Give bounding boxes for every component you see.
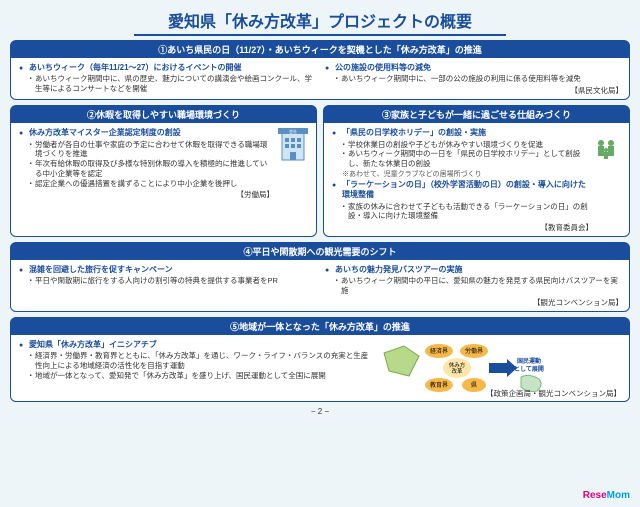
- box4-rh: あいちの魅力発見バスツアーの実施: [325, 265, 623, 275]
- box-5-header: ⑤地域が一体となった「休み方改革」の推進: [11, 318, 629, 335]
- svg-text:改革: 改革: [451, 367, 463, 375]
- svg-text:教育界: 教育界: [430, 381, 448, 389]
- box-2-header: ②休暇を取得しやすい職場環境づくり: [11, 106, 316, 123]
- box3-d3: 家族の休みに合わせて子どもも活動できる「ラーケーションの日」の創設・導入に向けた…: [340, 202, 593, 222]
- box2-head: 休み方改革マイスター企業認定制度の創設: [19, 128, 274, 138]
- svg-text:国民運動: 国民運動: [517, 357, 541, 365]
- box4-tag: 【観光コンベンション局】: [323, 297, 623, 308]
- svg-text:県: 県: [471, 382, 477, 389]
- box-3: ③家族と子どもが一緒に過ごせる仕組みづくり 「県民の日学校ホリデー」の創設・実施…: [323, 105, 630, 237]
- box-1: ①あいち県民の日（11/27）・あいちウィークを契機とした「休み方改革」の推進 …: [10, 40, 630, 100]
- box-4: ④平日や閑散期への観光需要のシフト 混雑を回避した旅行を促すキャンペーン 平日や…: [10, 242, 630, 312]
- svg-text:休み方: 休み方: [449, 361, 466, 369]
- box4-ld: 平日や閑散期に旅行をする人向けの割引等の特典を提供する事業者をPR: [27, 276, 317, 286]
- box5-tag: 【政策企画局・観光コンベンション局】: [486, 388, 621, 399]
- box1-tag: 【県民文化局】: [323, 85, 623, 96]
- box5-h: 愛知県「休み方改革」イニシアチブ: [19, 340, 369, 350]
- svg-text:労働界: 労働界: [465, 347, 483, 355]
- box-5: ⑤地域が一体となった「休み方改革」の推進 愛知県「休み方改革」イニシアチブ 経済…: [10, 317, 630, 402]
- box3-h2: 「ラーケーションの日」（校外学習活動の日）の創設・導入に向けた環境整備: [332, 180, 593, 201]
- page-title: 愛知県「休み方改革」プロジェクトの概要: [134, 8, 506, 36]
- page-number: − 2 −: [10, 407, 630, 416]
- box-2: ②休暇を取得しやすい職場環境づくり 休み方改革マイスター企業認定制度の創設 労働…: [10, 105, 317, 237]
- box4-lh: 混雑を回避した旅行を促すキャンペーン: [19, 265, 317, 275]
- family-icon: [593, 136, 623, 166]
- box3-tag: 【教育委員会】: [330, 222, 593, 233]
- box5-d2: 地域が一体となって、愛知発で「休み方改革」を盛り上げ、国民運動として全国に展開: [27, 371, 369, 381]
- box2-d3: 認定企業への優遇措置を講ずることにより中小企業を後押し: [27, 179, 274, 189]
- box-3-header: ③家族と子どもが一緒に過ごせる仕組みづくり: [324, 106, 629, 123]
- box2-d1: 労働者が各自の仕事や家庭の予定に合わせて休暇を取得できる職場環境づくりを推進: [27, 140, 274, 160]
- svg-text:会社: 会社: [289, 128, 297, 134]
- box1-right-head: 公の施設の使用料等の減免: [325, 63, 623, 73]
- brand-logo: ReseMom: [583, 490, 630, 501]
- box1-right-d1: あいちウィーク期間中に、一部の公の施設の利用に係る使用料等を減免: [333, 74, 623, 84]
- box3-note: ※あわせて、児童クラブなどの居場所づくり: [330, 169, 593, 179]
- box4-rd: あいちウィーク期間中の平日に、愛知県の魅力を発見する県民向けバスツアーを実施: [333, 276, 623, 296]
- box5-d1: 経済界・労働界・教育界とともに、「休み方改革」を通じ、ワーク・ライフ・バランスの…: [27, 351, 369, 371]
- box3-h1: 「県民の日学校ホリデー」の創設・実施: [332, 128, 593, 138]
- brand-rese: Rese: [583, 490, 607, 501]
- box-1-header: ①あいち県民の日（11/27）・あいちウィークを契機とした「休み方改革」の推進: [11, 41, 629, 58]
- box-4-header: ④平日や閑散期への観光需要のシフト: [11, 243, 629, 260]
- building-icon: 会社: [276, 124, 310, 162]
- svg-text:経済界: 経済界: [430, 347, 448, 355]
- box3-d2: あいちウィーク期間中の一日を「県民の日学校ホリデー」として創設し、新たな休業日の…: [340, 149, 593, 169]
- box1-left-d1: あいちウィーク期間中に、県の歴史、魅力についての講演会や絵画コンクール、学生等に…: [27, 74, 317, 94]
- box2-d2: 年次有給休暇の取得及び多様な特別休暇の導入を積極的に推進している中小企業等を認定: [27, 159, 274, 179]
- box2-tag: 【労働局】: [17, 189, 274, 200]
- box3-d1: 学校休業日の創設や子どもが休みやすい環境づくりを促進: [340, 140, 593, 150]
- box1-left-head: あいちウィーク（毎年11/21～27）におけるイベントの開催: [19, 63, 317, 73]
- brand-mom: Mom: [607, 490, 630, 501]
- svg-text:として展開: として展開: [514, 365, 544, 373]
